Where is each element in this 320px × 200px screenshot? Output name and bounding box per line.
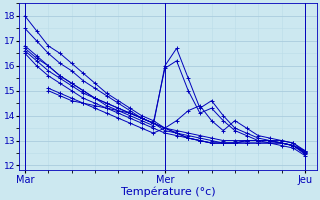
X-axis label: Température (°c): Température (°c) xyxy=(121,186,215,197)
